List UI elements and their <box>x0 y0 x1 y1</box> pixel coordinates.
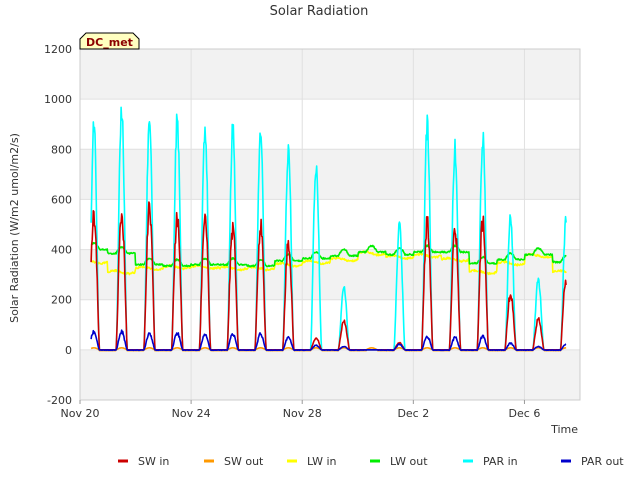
series-layer <box>90 106 567 352</box>
y-tick-label: 200 <box>51 294 72 307</box>
dc-met-badge: DC_met <box>79 32 140 50</box>
legend: SW in SW out LW in LW out PAR in PAR out <box>118 455 624 468</box>
legend-label-lw-out: LW out <box>390 455 428 468</box>
x-tick-label: Nov 20 <box>61 407 100 420</box>
series-line-lw-out <box>90 241 567 268</box>
plot-frame <box>79 48 581 401</box>
chart-title: Solar Radiation <box>270 4 369 19</box>
legend-label-par-in: PAR in <box>483 455 518 468</box>
legend-label-par-out: PAR out <box>581 455 624 468</box>
series-line-par-out <box>90 329 567 352</box>
x-axis-ticks: Nov 20 Nov 24 Nov 28 Dec 2 Dec 6 <box>61 400 541 420</box>
x-axis-title: Time <box>550 423 578 436</box>
plot-background-bands <box>80 49 580 400</box>
legend-label-sw-out: SW out <box>224 455 264 468</box>
background-band <box>80 49 580 100</box>
y-tick-label: 1200 <box>44 43 72 56</box>
x-tick-label: Nov 24 <box>172 407 211 420</box>
y-tick-label: 1000 <box>44 93 72 106</box>
y-tick-label: -200 <box>47 394 72 407</box>
background-band <box>80 149 580 200</box>
series-line-par-in <box>90 106 567 351</box>
badge-background <box>79 32 140 50</box>
y-tick-label: 800 <box>51 143 72 156</box>
y-axis-ticks: -200 0 200 400 600 800 1000 1200 <box>44 43 72 407</box>
y-tick-label: 600 <box>51 193 72 206</box>
y-axis-title: Solar Radiation (W/m2 umol/m2/s) <box>8 133 21 323</box>
badge-label: DC_met <box>86 36 133 49</box>
x-tick-label: Dec 6 <box>509 407 541 420</box>
legend-label-lw-in: LW in <box>307 455 337 468</box>
x-tick-label: Dec 2 <box>397 407 429 420</box>
y-tick-label: 400 <box>51 244 72 257</box>
x-tick-label: Nov 28 <box>283 407 322 420</box>
y-tick-label: 0 <box>65 344 72 357</box>
background-band <box>80 349 580 400</box>
legend-label-sw-in: SW in <box>138 455 169 468</box>
